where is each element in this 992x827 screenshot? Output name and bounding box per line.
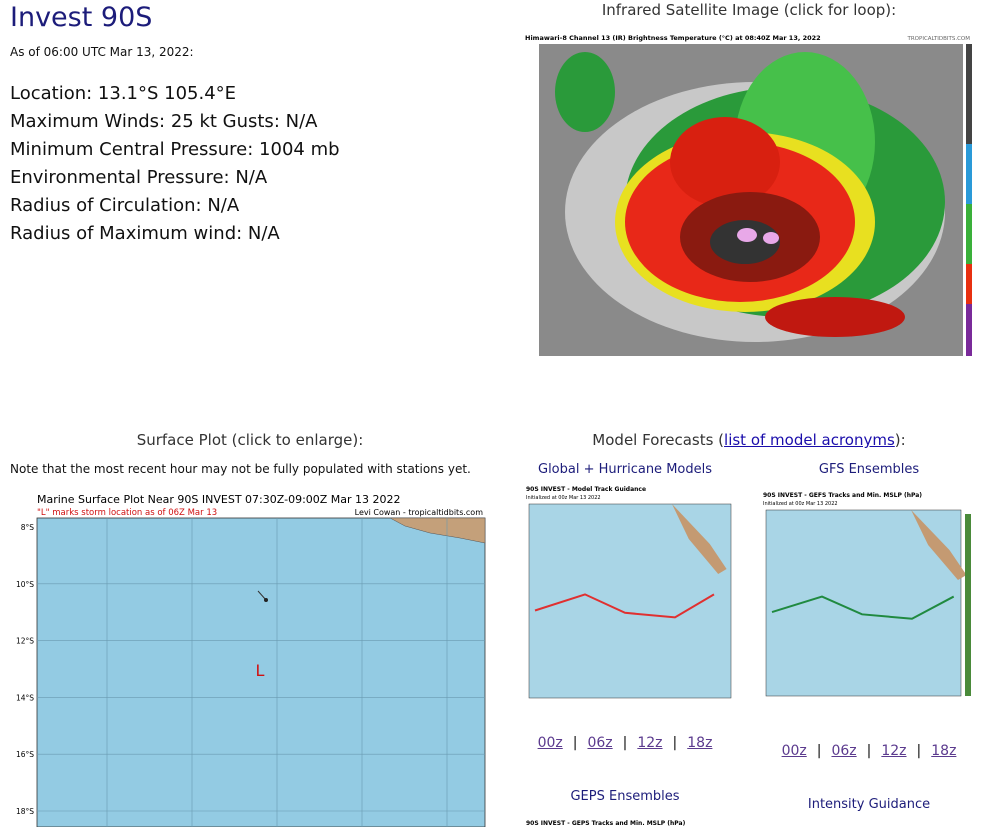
lat-label: 10°S	[16, 580, 34, 589]
acronyms-link[interactable]: list of model acronyms	[724, 431, 895, 449]
info-line: Minimum Central Pressure: 1004 mb	[10, 139, 340, 160]
link-separator: |	[672, 735, 678, 751]
image-subtitle: Initialized at 00z Mar 13 2022	[526, 495, 601, 501]
colorbar	[965, 514, 971, 696]
panel-title: GEPS Ensembles	[570, 789, 680, 804]
lat-label: 12°S	[16, 637, 34, 646]
info-line: Maximum Winds: 25 kt Gusts: N/A	[10, 111, 318, 132]
models-heading: Model Forecasts (list of model acronyms)…	[592, 431, 905, 449]
link-separator: |	[816, 743, 822, 759]
info-line: Environmental Pressure: N/A	[10, 167, 268, 188]
image-title: 90S INVEST - GEFS Tracks and Min. MSLP (…	[763, 492, 922, 499]
panel-title: Global + Hurricane Models	[537, 462, 713, 477]
info-line: Radius of Circulation: N/A	[10, 195, 240, 216]
models-heading-suffix: ):	[894, 431, 906, 449]
info-line: Radius of Maximum wind: N/A	[10, 223, 280, 244]
link-separator: |	[622, 735, 628, 751]
image-title: 90S INVEST - GEPS Tracks and Min. MSLP (…	[526, 820, 686, 827]
model-image[interactable]: 90S INVEST - GEFS Tracks and Min. MSLP (…	[762, 490, 975, 712]
surface-credit: Levi Cowan - tropicaltidbits.com	[355, 508, 484, 517]
map-land	[672, 504, 727, 574]
run-link[interactable]: 12z	[881, 743, 907, 759]
map-land	[911, 510, 967, 580]
run-link[interactable]: 00z	[781, 743, 807, 759]
image-subtitle: Initialized at 00z Mar 13 2022	[763, 501, 838, 507]
link-row: 00z | 06z | 12z | 18z	[782, 740, 957, 759]
link-row: 00z | 06z | 12z | 18z	[538, 732, 713, 751]
run-link[interactable]: 18z	[687, 735, 713, 751]
model-image[interactable]: 90S INVEST - Model Track Guidance Initial…	[525, 484, 735, 714]
satellite-image[interactable]: Himawari-8 Channel 13 (IR) Brightness Te…	[525, 32, 972, 372]
surface-plot[interactable]: Marine Surface Plot Near 90S INVEST 07:3…	[10, 488, 490, 827]
map-tracks	[534, 593, 715, 619]
panel-title: GFS Ensembles	[818, 462, 920, 477]
run-link[interactable]: 18z	[931, 743, 957, 759]
storm-title: Invest 90S	[10, 2, 153, 33]
link-separator: |	[572, 735, 578, 751]
run-link[interactable]: 06z	[587, 735, 613, 751]
models-heading-prefix: Model Forecasts (	[592, 431, 725, 449]
model-image[interactable]: 90S INVEST - GEPS Tracks and Min. MSLP (…	[525, 818, 735, 827]
run-link[interactable]: 06z	[831, 743, 857, 759]
surface-plot-subtitle: "L" marks storm location as of 06Z Mar 1…	[37, 508, 217, 518]
panel-title: Intensity Guidance	[807, 797, 931, 812]
timestamp: As of 06:00 UTC Mar 13, 2022:	[10, 45, 194, 59]
surface-note: Note that the most recent hour may not b…	[10, 462, 471, 476]
lat-label: 18°S	[16, 807, 34, 816]
lat-label: 8°S	[21, 523, 35, 532]
link-separator: |	[916, 743, 922, 759]
storm-marker: L	[256, 661, 265, 680]
info-line: Location: 13.1°S 105.4°E	[10, 83, 237, 104]
satellite-heading: Infrared Satellite Image (click for loop…	[601, 1, 897, 19]
surface-plot-title: Marine Surface Plot Near 90S INVEST 07:3…	[37, 493, 401, 506]
map-tracks	[771, 595, 955, 620]
run-link[interactable]: 00z	[537, 735, 563, 751]
satellite-credit: TROPICALTIDBITS.COM	[907, 36, 971, 42]
satellite-image-title: Himawari-8 Channel 13 (IR) Brightness Te…	[525, 34, 821, 42]
link-separator: |	[866, 743, 872, 759]
lat-label: 14°S	[16, 693, 34, 702]
lat-label: 16°S	[16, 750, 34, 759]
map-ocean	[528, 503, 732, 699]
run-link[interactable]: 12z	[637, 735, 663, 751]
image-title: 90S INVEST - Model Track Guidance	[526, 486, 646, 493]
surface-heading: Surface Plot (click to enlarge):	[136, 431, 364, 449]
